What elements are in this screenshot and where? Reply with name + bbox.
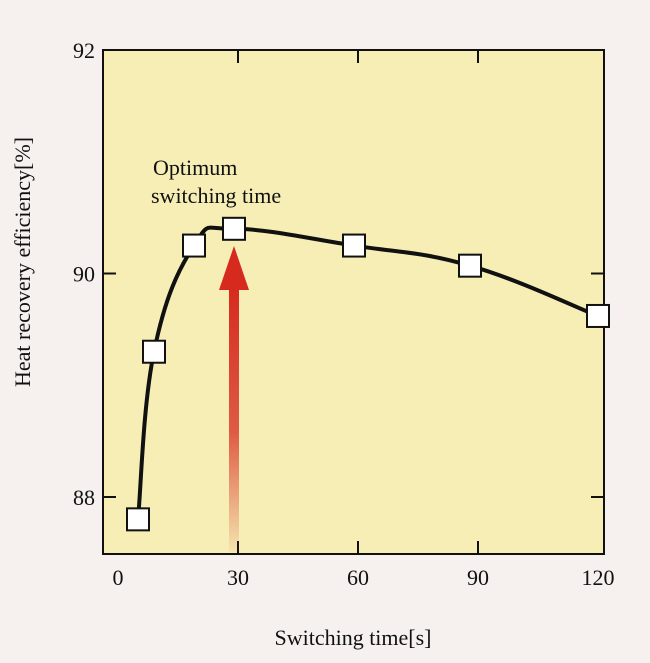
plot-area (102, 49, 605, 555)
data-point (458, 253, 482, 278)
x-axis-label: Switching time[s] (274, 625, 431, 650)
x-tick-label: 0 (113, 565, 124, 590)
x-axis-ticks: 0 30 60 90 120 (113, 50, 615, 590)
optimum-arrow (219, 245, 249, 552)
x-tick-label: 30 (227, 565, 249, 590)
y-tick-label: 90 (73, 262, 95, 287)
y-axis-ticks: 88 90 92 (73, 38, 604, 510)
data-point (222, 216, 246, 241)
y-tick-label: 92 (73, 38, 95, 63)
annotation-line-2: switching time (151, 183, 281, 208)
data-point (126, 507, 150, 532)
annotation-line-1: Optimum (153, 155, 237, 180)
x-tick-label: 120 (582, 565, 615, 590)
x-tick-label: 90 (467, 565, 489, 590)
data-point (586, 303, 610, 328)
data-point (342, 233, 366, 258)
arrow-shaft (229, 285, 239, 552)
x-tick-label: 60 (347, 565, 369, 590)
y-axis-label: Heat recovery efficiency[%] (10, 137, 35, 387)
arrow-head (219, 245, 249, 290)
y-tick-label: 88 (73, 485, 95, 510)
series-markers (126, 216, 610, 532)
data-point (142, 339, 166, 364)
data-point (182, 233, 206, 258)
